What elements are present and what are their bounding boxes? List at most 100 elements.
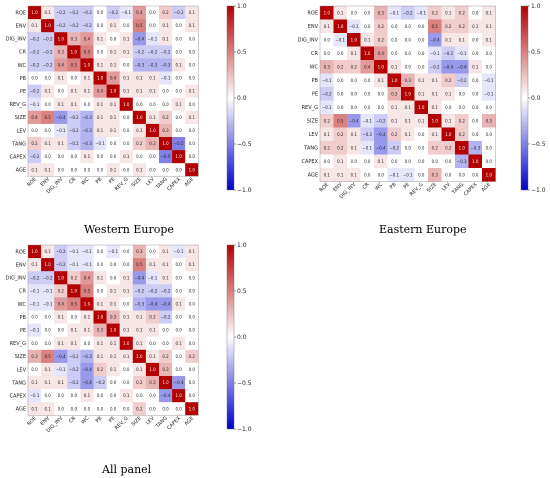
heatmap-cell (54, 19, 68, 33)
heatmap-cell (93, 45, 107, 59)
heatmap-cell (93, 271, 107, 285)
cell-value-label: 1.0 (405, 91, 412, 96)
cell-value-label: 0.0 (364, 172, 371, 177)
heatmap-cell (360, 87, 375, 101)
heatmap-cell (119, 336, 133, 350)
heatmap-cell (93, 245, 107, 259)
cell-value-label: −0.2 (30, 89, 40, 94)
cell-value-label: 0.0 (123, 115, 130, 120)
cell-value-label: −0.1 (30, 102, 40, 107)
cell-value-label: 0.0 (324, 51, 331, 56)
cell-value-label: −0.2 (362, 132, 372, 137)
cell-value-label: 0.1 (351, 132, 358, 137)
cell-value-label: 0.1 (418, 78, 425, 83)
cell-value-label: 0.1 (149, 262, 156, 267)
cell-value-label: 0.0 (486, 159, 493, 164)
cell-value-label: 0.0 (324, 37, 331, 42)
y-tick-label: PE (20, 89, 26, 95)
heatmap-cell (455, 127, 469, 142)
cell-value-label: 0.1 (149, 354, 156, 359)
heatmap-cell (347, 60, 361, 74)
cell-value-label: −0.1 (349, 24, 359, 29)
heatmap-cell (93, 336, 107, 350)
cell-value-label: 0.0 (189, 154, 196, 159)
heatmap-panel-eastern-europe: 1.0 0.1 0.0 0.0 0.3 −0.1 −0.2 −0.1 0.2 0.1 0.2 0.0 0… (298, 3, 546, 200)
heatmap-cell (414, 46, 429, 61)
heatmap-cell (441, 141, 456, 155)
heatmap-cell (482, 114, 496, 128)
cell-value-label: −0.3 (457, 159, 467, 164)
cell-value-label: −0.1 (430, 51, 440, 56)
cell-value-label: 1.0 (84, 62, 91, 67)
cell-value-label: 0.1 (445, 10, 452, 15)
heatmap-cell (106, 271, 120, 285)
heatmap-cell (333, 114, 348, 128)
heatmap-cell (41, 163, 55, 177)
heatmap-cell (145, 58, 160, 72)
heatmap-cell (93, 323, 107, 337)
heatmap-cell (67, 271, 81, 285)
heatmap-cell (93, 310, 107, 324)
cell-value-label: 0.0 (58, 406, 65, 411)
cell-value-label: −0.2 (30, 275, 40, 280)
heatmap-cell (80, 71, 94, 85)
heatmap-cell (172, 349, 186, 364)
cell-value-label: 0.0 (44, 102, 51, 107)
heatmap-cell (172, 402, 186, 416)
cell-value-label: 0.0 (175, 367, 182, 372)
heatmap-cell (132, 310, 147, 324)
cell-value-label: 0.5 (136, 262, 143, 267)
cell-value-label: 0.3 (110, 315, 117, 320)
cell-value-label: 0.1 (84, 76, 91, 81)
cell-value-label: 0.1 (136, 328, 143, 333)
cell-value-label: 0.0 (31, 128, 38, 133)
heatmap-cell (28, 362, 42, 377)
cell-value-label: 0.0 (97, 393, 104, 398)
cell-value-label: 0.1 (405, 118, 412, 123)
heatmap-cell (93, 150, 107, 164)
cell-value-label: 1.0 (58, 36, 65, 41)
x-tick-label: LEV (145, 176, 156, 187)
heatmap-cell (28, 336, 42, 350)
cell-value-label: 0.3 (391, 91, 398, 96)
cell-value-label: 1.0 (175, 393, 182, 398)
cell-value-label: 0.2 (337, 145, 344, 150)
y-tick-label: LEV (17, 367, 27, 373)
heatmap-cell (347, 33, 361, 47)
cell-value-label: 0.0 (162, 406, 169, 411)
heatmap-cell (468, 60, 483, 74)
y-tick-label: CAPEX (301, 159, 318, 165)
heatmap-cell (67, 84, 81, 98)
cell-value-label: −0.1 (174, 249, 184, 254)
heatmap-cell (54, 163, 68, 177)
heatmap-cell (468, 127, 483, 142)
cell-value-label: 0.0 (136, 393, 143, 398)
cell-value-label: 1.0 (149, 367, 156, 372)
colorbar-tick-label: −1.0 (531, 187, 546, 194)
cell-value-label: 1.0 (175, 154, 182, 159)
heatmap-cell (333, 154, 348, 169)
cell-value-label: −0.2 (82, 23, 92, 28)
cell-value-label: 0.0 (175, 275, 182, 280)
heatmap-cell (185, 258, 199, 272)
cell-value-label: −0.2 (403, 10, 413, 15)
y-tick-label: PE (312, 92, 318, 98)
cell-value-label: 1.0 (71, 49, 78, 54)
heatmap-cell (28, 349, 42, 364)
heatmap-cell (455, 154, 469, 169)
cell-value-label: 0.1 (445, 37, 452, 42)
heatmap-cell (67, 323, 81, 337)
heatmap-cell (41, 84, 55, 98)
cell-value-label: −0.1 (56, 367, 66, 372)
cell-value-label: 0.1 (58, 141, 65, 146)
heatmap-cell (441, 6, 456, 20)
cell-value-label: 0.0 (337, 51, 344, 56)
heatmap-cell (106, 6, 120, 20)
heatmap-cell (54, 32, 68, 46)
heatmap-cell (132, 6, 147, 20)
heatmap-cell (54, 271, 68, 285)
heatmap-cell (428, 154, 442, 169)
heatmap-cell (414, 154, 429, 169)
heatmap-cell (93, 137, 107, 151)
heatmap-cell (172, 297, 186, 311)
